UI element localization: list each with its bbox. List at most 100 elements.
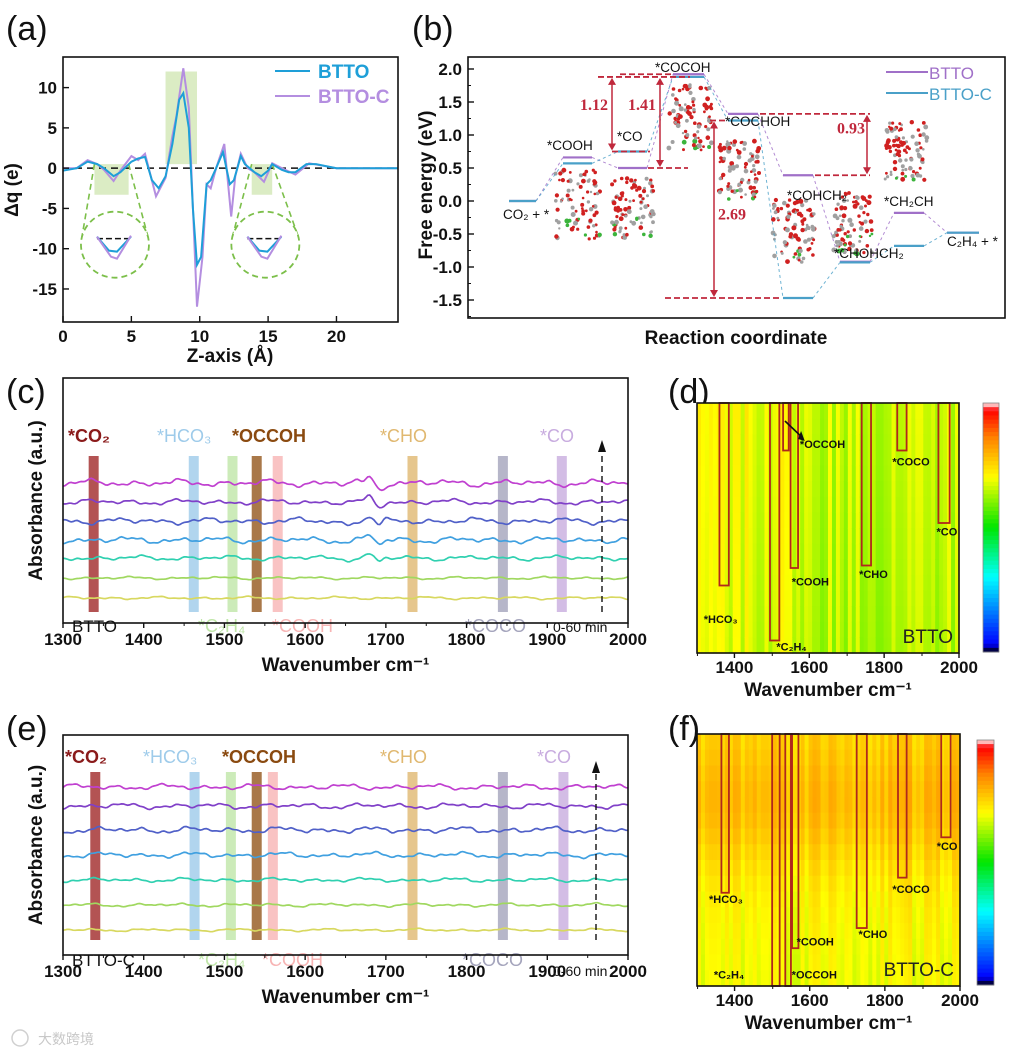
heatmap-cell bbox=[812, 621, 817, 638]
heatmap-cell bbox=[724, 954, 730, 971]
heatmap-cell bbox=[804, 481, 809, 498]
heatmap-cell bbox=[704, 465, 710, 482]
atom bbox=[681, 139, 687, 145]
heatmap-cell bbox=[948, 891, 953, 908]
heatmap-cell bbox=[812, 970, 818, 987]
heatmap-cell bbox=[863, 403, 869, 420]
heatmap-cell bbox=[888, 875, 893, 893]
atom bbox=[787, 198, 792, 202]
heatmap-cell bbox=[832, 797, 838, 814]
atom bbox=[650, 184, 655, 189]
atom bbox=[708, 115, 711, 119]
heatmap-cell bbox=[780, 543, 785, 560]
heatmap-cell bbox=[879, 496, 885, 513]
atom bbox=[922, 177, 927, 182]
heatmap-cell bbox=[956, 954, 961, 971]
heatmap-cell bbox=[940, 734, 945, 751]
atom bbox=[779, 206, 784, 211]
heatmap-cell bbox=[760, 574, 766, 592]
atom bbox=[741, 140, 744, 144]
heatmap-cell bbox=[908, 797, 913, 814]
heatmap-cell bbox=[940, 765, 945, 782]
heatmap-cell bbox=[760, 528, 766, 545]
atom bbox=[772, 203, 777, 208]
heatmap-cell bbox=[720, 418, 726, 435]
heatmap-cell bbox=[895, 465, 901, 482]
heatmap-cell bbox=[744, 970, 750, 987]
heatmap-cell bbox=[796, 637, 801, 654]
heatmap-cell bbox=[943, 637, 948, 654]
heatmap-cell bbox=[900, 749, 905, 767]
atom bbox=[786, 214, 791, 219]
heatmap-cell bbox=[708, 844, 714, 861]
heatmap-cell bbox=[700, 781, 706, 798]
heatmap-cell bbox=[915, 637, 920, 654]
heatmap-cell bbox=[843, 606, 849, 623]
heatmap-cell bbox=[935, 496, 940, 513]
colorbar-segment bbox=[983, 498, 999, 504]
heatmap-cell bbox=[832, 734, 838, 751]
heatmap-cell bbox=[716, 860, 722, 877]
atom bbox=[705, 96, 710, 102]
atom bbox=[614, 219, 619, 225]
heatmap-cell bbox=[935, 465, 940, 482]
heatmap-cell bbox=[836, 734, 842, 751]
heatmap-cell bbox=[708, 559, 714, 576]
heatmap-cell bbox=[939, 637, 944, 654]
heatmap-cell bbox=[955, 418, 960, 435]
atom bbox=[610, 220, 615, 225]
heatmap-cell bbox=[816, 781, 822, 798]
heatmap-cell bbox=[772, 938, 778, 956]
arrow-head bbox=[710, 290, 718, 298]
heatmap-cell bbox=[728, 860, 734, 877]
heatmap-cell bbox=[732, 907, 738, 924]
heatmap-cell bbox=[760, 954, 766, 971]
atom bbox=[639, 207, 643, 211]
heatmap-cell bbox=[812, 844, 818, 861]
spectrum-trace bbox=[62, 802, 629, 811]
heatmap-cell bbox=[924, 844, 929, 861]
heatmap-cell bbox=[728, 512, 734, 529]
heatmap-cell bbox=[903, 496, 908, 513]
atom bbox=[798, 198, 804, 204]
heatmap-cell bbox=[816, 860, 822, 877]
heatmap-cell bbox=[800, 481, 805, 498]
heatmap-cell bbox=[831, 621, 837, 638]
heatmap-cell bbox=[792, 449, 797, 467]
atom bbox=[785, 259, 790, 264]
heatmap-cell bbox=[740, 954, 746, 971]
heatmap-cell bbox=[764, 621, 770, 638]
atom bbox=[889, 126, 894, 131]
heatmap-cell bbox=[871, 528, 877, 545]
heatmap-cell bbox=[940, 970, 945, 987]
heatmap-cell bbox=[772, 621, 777, 638]
atom bbox=[684, 85, 689, 90]
heatmap-cell bbox=[704, 860, 710, 877]
colorbar-segment bbox=[983, 502, 999, 508]
heatmap-cell bbox=[804, 970, 810, 987]
heatmap-cell bbox=[912, 844, 917, 861]
heatmap-cell bbox=[816, 812, 822, 830]
heatmap-cell bbox=[932, 797, 937, 814]
heatmap-cell bbox=[856, 844, 861, 861]
spectrum-trace bbox=[62, 850, 628, 860]
heatmap-cell bbox=[804, 781, 810, 798]
atom bbox=[678, 106, 684, 112]
atom bbox=[625, 232, 629, 237]
heatmap-cell bbox=[887, 621, 893, 638]
heatmap-cell bbox=[752, 621, 758, 638]
heatmap-cell bbox=[712, 496, 718, 513]
atom bbox=[561, 197, 564, 201]
heatmap-cell bbox=[919, 465, 924, 482]
heatmap-cell bbox=[840, 923, 846, 940]
heatmap-cell bbox=[772, 465, 777, 482]
axes-frame bbox=[696, 733, 961, 987]
heatmap-cell bbox=[812, 559, 817, 576]
heatmap-cell bbox=[816, 923, 822, 940]
heatmap-cell bbox=[835, 528, 841, 545]
heatmap-cell bbox=[824, 449, 829, 467]
heatmap-cell bbox=[712, 749, 718, 767]
heatmap-cell bbox=[716, 938, 722, 956]
colorbar-segment bbox=[983, 527, 999, 533]
heatmap-cell bbox=[700, 418, 706, 435]
